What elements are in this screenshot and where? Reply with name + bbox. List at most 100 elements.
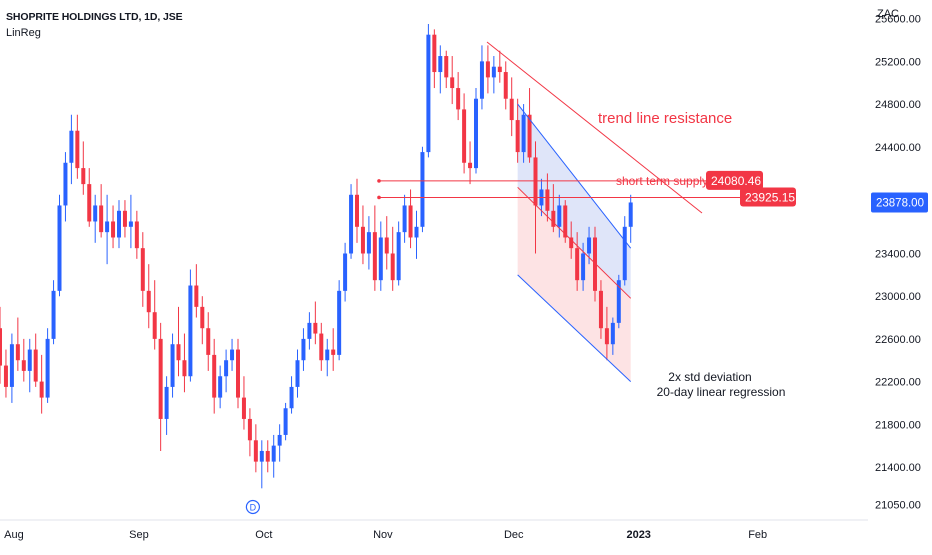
regression-mid-line bbox=[517, 186, 632, 299]
candle bbox=[236, 338, 240, 409]
candle bbox=[87, 168, 92, 227]
candle bbox=[0, 306, 2, 384]
candle-body bbox=[99, 205, 104, 233]
candle-body bbox=[152, 312, 157, 339]
candle-body bbox=[111, 221, 116, 238]
candle-body bbox=[551, 210, 556, 227]
candle bbox=[444, 50, 449, 89]
candle-body bbox=[81, 168, 86, 185]
candle-body bbox=[622, 226, 627, 281]
candle bbox=[57, 194, 62, 297]
candle bbox=[372, 205, 377, 291]
y-tick-label: 21800.00 bbox=[875, 419, 921, 431]
candle-body bbox=[27, 349, 32, 371]
candle-body bbox=[271, 445, 276, 462]
candle bbox=[9, 333, 14, 403]
candle-body bbox=[200, 306, 205, 329]
candle-body bbox=[212, 354, 217, 398]
candle-body bbox=[39, 381, 44, 398]
candle bbox=[93, 194, 98, 243]
candle-body bbox=[515, 120, 520, 153]
candle bbox=[15, 317, 20, 371]
candle-body bbox=[230, 349, 235, 361]
y-tick-label: 25200.00 bbox=[875, 56, 921, 68]
candle-body bbox=[69, 130, 74, 163]
candle-body bbox=[247, 418, 252, 441]
candle-body bbox=[616, 280, 621, 323]
candle-body bbox=[194, 285, 199, 307]
candle bbox=[450, 56, 455, 105]
candle-body bbox=[164, 386, 169, 419]
candle-body bbox=[134, 221, 139, 249]
dividend-marker-icon bbox=[245, 499, 260, 515]
candle bbox=[503, 61, 508, 110]
candle bbox=[271, 434, 276, 478]
candle bbox=[247, 408, 252, 457]
candle bbox=[319, 322, 324, 371]
candle-body bbox=[218, 376, 223, 398]
regression-upper-band bbox=[517, 104, 631, 299]
candle-body bbox=[343, 253, 348, 291]
candle bbox=[402, 194, 407, 243]
candle bbox=[360, 205, 365, 265]
candle-body bbox=[491, 66, 496, 78]
candle bbox=[581, 242, 586, 291]
level-two-price-label: 23925.15 bbox=[745, 190, 795, 204]
candle bbox=[331, 328, 336, 371]
supply-label: short term supply bbox=[616, 174, 708, 188]
candle bbox=[146, 264, 151, 329]
candle-body bbox=[146, 290, 151, 313]
level-two-price-badge bbox=[740, 187, 796, 207]
candle bbox=[515, 98, 520, 163]
x-tick-label: Sep bbox=[129, 529, 149, 541]
candle-body bbox=[557, 205, 562, 227]
candle bbox=[176, 306, 181, 377]
regression-note-line1: 2x std deviation bbox=[668, 370, 751, 384]
candle bbox=[551, 184, 556, 233]
candle-body bbox=[307, 322, 312, 339]
candle-body bbox=[474, 98, 478, 169]
chart-legend: SHOPRITE HOLDINGS LTD, 1D, JSE LinReg bbox=[6, 9, 183, 41]
candle bbox=[253, 424, 258, 473]
candle-body bbox=[396, 232, 401, 281]
candle-body bbox=[15, 344, 20, 361]
candle bbox=[3, 349, 8, 398]
symbol-title: SHOPRITE HOLDINGS LTD, 1D, JSE bbox=[6, 11, 183, 23]
candle bbox=[593, 226, 597, 302]
candle bbox=[390, 226, 395, 291]
candle bbox=[438, 45, 443, 94]
candle bbox=[598, 280, 603, 339]
y-tick-label: 22200.00 bbox=[875, 377, 921, 389]
candle-body bbox=[545, 189, 550, 211]
candle-body bbox=[533, 157, 538, 206]
candle-body bbox=[569, 237, 574, 249]
candle bbox=[128, 194, 133, 249]
y-tick-label: 24400.00 bbox=[875, 142, 921, 154]
candle-body bbox=[456, 88, 461, 110]
candle bbox=[63, 152, 68, 222]
candle-body bbox=[313, 322, 318, 334]
indicator-name: LinReg bbox=[6, 27, 41, 39]
candle-body bbox=[301, 338, 306, 361]
candle bbox=[45, 328, 50, 403]
trend-line-label: trend line resistance bbox=[598, 110, 732, 127]
candle-body bbox=[277, 434, 282, 446]
candle bbox=[283, 402, 288, 441]
y-tick-label: 21400.00 bbox=[875, 462, 921, 474]
candle-body bbox=[521, 114, 526, 153]
candle-body bbox=[503, 72, 508, 99]
candle-body bbox=[188, 285, 193, 377]
candle-body bbox=[527, 114, 532, 158]
candle bbox=[432, 29, 437, 89]
x-tick-label: Aug bbox=[4, 529, 24, 541]
candle bbox=[51, 280, 56, 345]
candle-body bbox=[509, 98, 514, 121]
candle bbox=[313, 301, 318, 345]
candle bbox=[81, 141, 86, 195]
x-tick-label: Dec bbox=[504, 529, 524, 541]
candle bbox=[182, 333, 187, 393]
candle bbox=[21, 338, 26, 382]
candle-body bbox=[224, 360, 229, 377]
